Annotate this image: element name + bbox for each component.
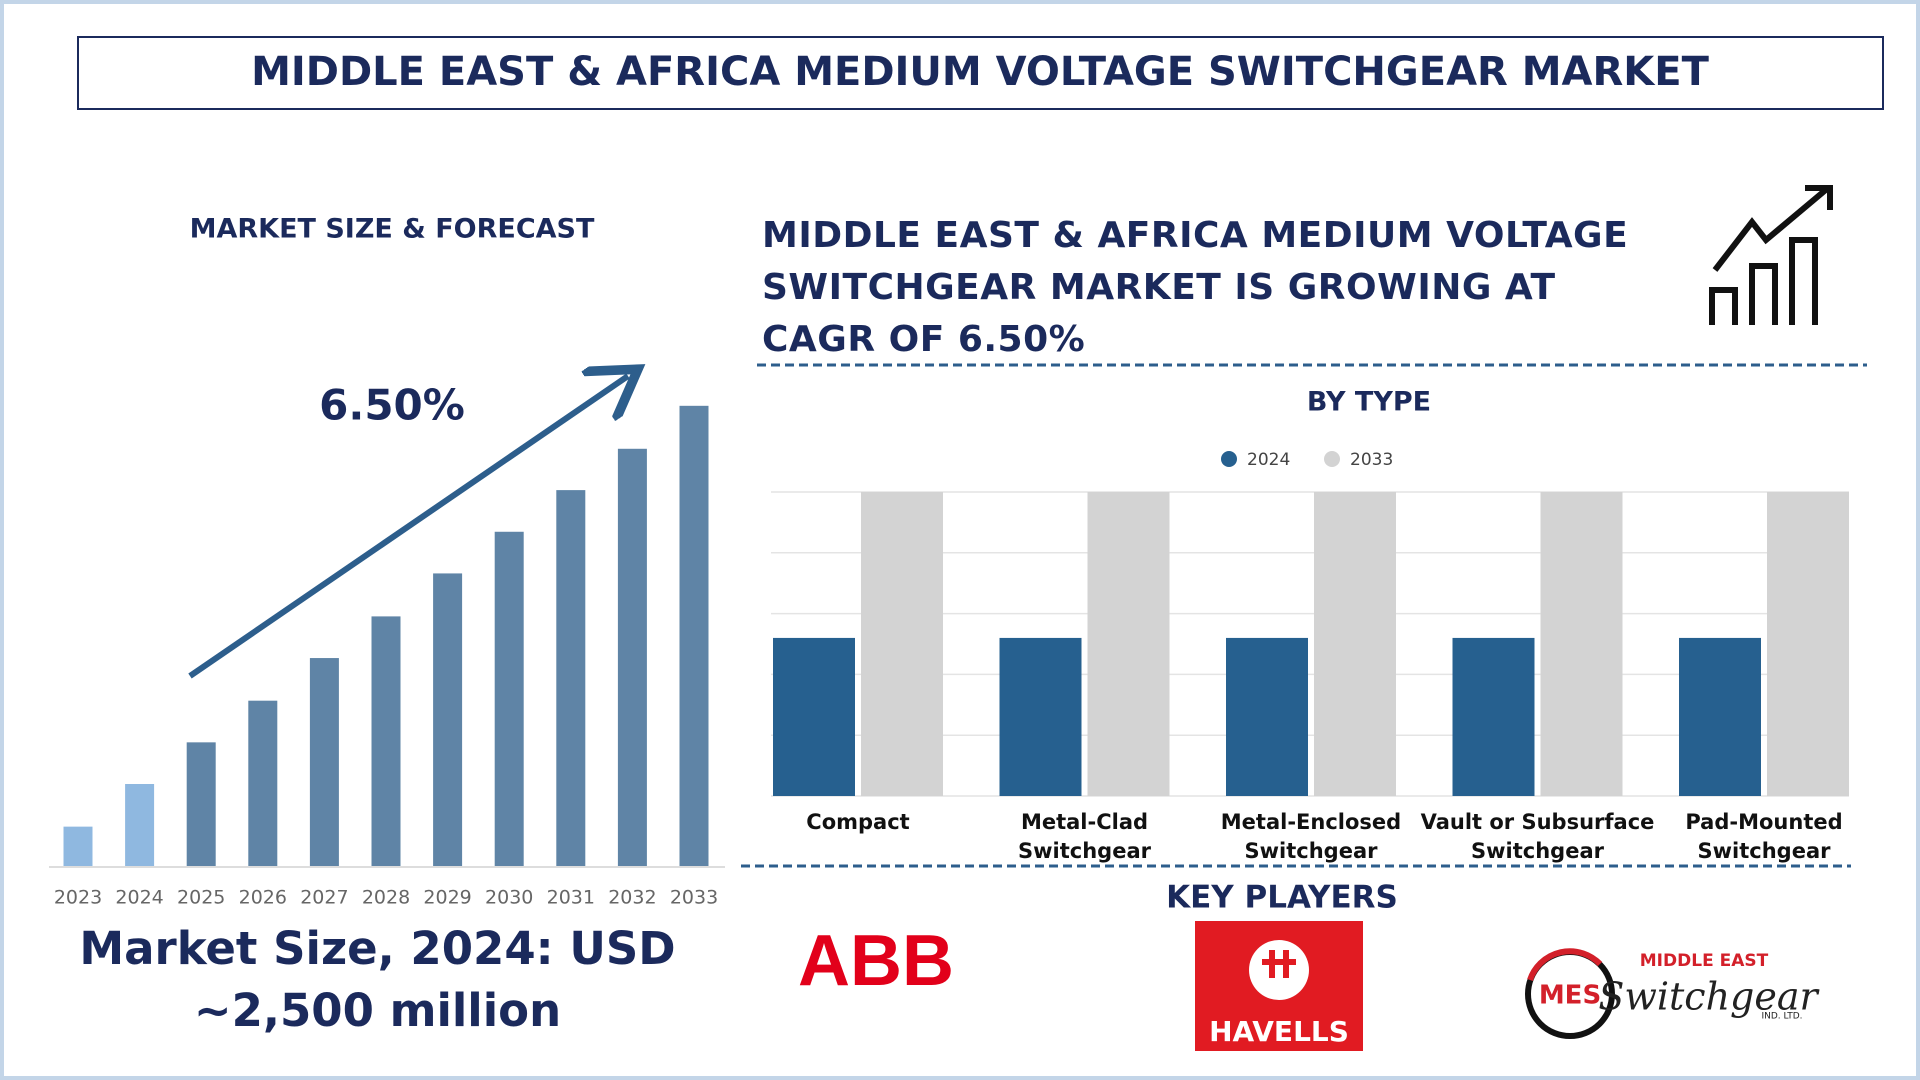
bar: [186, 742, 216, 866]
x-tick-label: 2027: [300, 887, 348, 909]
bar: [248, 700, 278, 866]
bar: [1087, 492, 1170, 796]
logo-havells: HAVELLS: [1209, 1015, 1349, 1048]
page-title: MIDDLE EAST & AFRICA MEDIUM VOLTAGE SWIT…: [251, 49, 1710, 95]
x-tick-label: Vault or Subsurface Switchgear: [1420, 810, 1655, 863]
bar: [1314, 492, 1396, 796]
x-tick-label: 2025: [177, 887, 225, 909]
growth-icon: [1709, 185, 1833, 325]
x-tick-label: 2029: [423, 887, 471, 909]
logo-mes-script: Switchgear: [1598, 975, 1820, 1019]
bar: [1540, 492, 1623, 796]
x-tick-label: 2024: [115, 887, 163, 909]
bar: [1767, 492, 1849, 796]
section-title: KEY PLAYERS: [1166, 880, 1398, 916]
bar: [1679, 637, 1761, 796]
bar: [309, 658, 339, 866]
bar: [999, 637, 1082, 796]
bar: [861, 492, 943, 796]
bar: [1226, 637, 1308, 796]
headline: MIDDLE EAST & AFRICA MEDIUM VOLTAGE SWIT…: [762, 215, 1629, 360]
legend-label: 2024: [1247, 450, 1290, 470]
logo-havells-icon: [1249, 940, 1309, 1000]
annotation: 6.50%: [319, 381, 465, 430]
bar: [63, 826, 93, 866]
bar: [1452, 637, 1535, 796]
title-box: [77, 36, 1884, 110]
logo-mes-badge: MES: [1539, 981, 1601, 1011]
x-tick-label: Compact: [806, 810, 910, 834]
logo-abb: ABB: [798, 921, 954, 1001]
chart-title: BY TYPE: [1307, 387, 1431, 418]
x-tick-label: Metal-Clad Switchgear: [1018, 810, 1151, 863]
x-tick-label: 2030: [485, 887, 533, 909]
x-tick-label: 2031: [547, 887, 595, 909]
bar: [679, 405, 709, 866]
logo-havells-mark: [1262, 950, 1296, 978]
growth-arrow: [188, 376, 628, 679]
bar: [371, 616, 401, 866]
x-tick-label: Metal-Enclosed Switchgear: [1220, 810, 1402, 863]
legend-swatch: [1324, 451, 1340, 467]
market-size: Market Size, 2024: USD ~2,500 million: [79, 922, 676, 1037]
legend-label: 2033: [1350, 450, 1393, 470]
x-tick-label: 2032: [608, 887, 656, 909]
x-tick-label: 2026: [239, 887, 287, 909]
bar: [617, 448, 647, 866]
x-tick-label: 2023: [54, 887, 102, 909]
bar: [494, 531, 524, 866]
bar: [125, 784, 155, 866]
bar: [556, 490, 586, 866]
legend-swatch: [1221, 451, 1237, 467]
x-tick-label: Pad-Mounted Switchgear: [1685, 810, 1843, 863]
logo-mes-top: MIDDLE EAST: [1640, 951, 1769, 971]
bar: [433, 573, 463, 866]
logo-mes-suffix: IND. LTD.: [1761, 1012, 1802, 1022]
x-tick-label: 2033: [670, 887, 718, 909]
logo-mes-arc: [1527, 948, 1603, 982]
bar: [773, 637, 855, 796]
chart-title: MARKET SIZE & FORECAST: [190, 214, 595, 245]
x-tick-label: 2028: [362, 887, 410, 909]
